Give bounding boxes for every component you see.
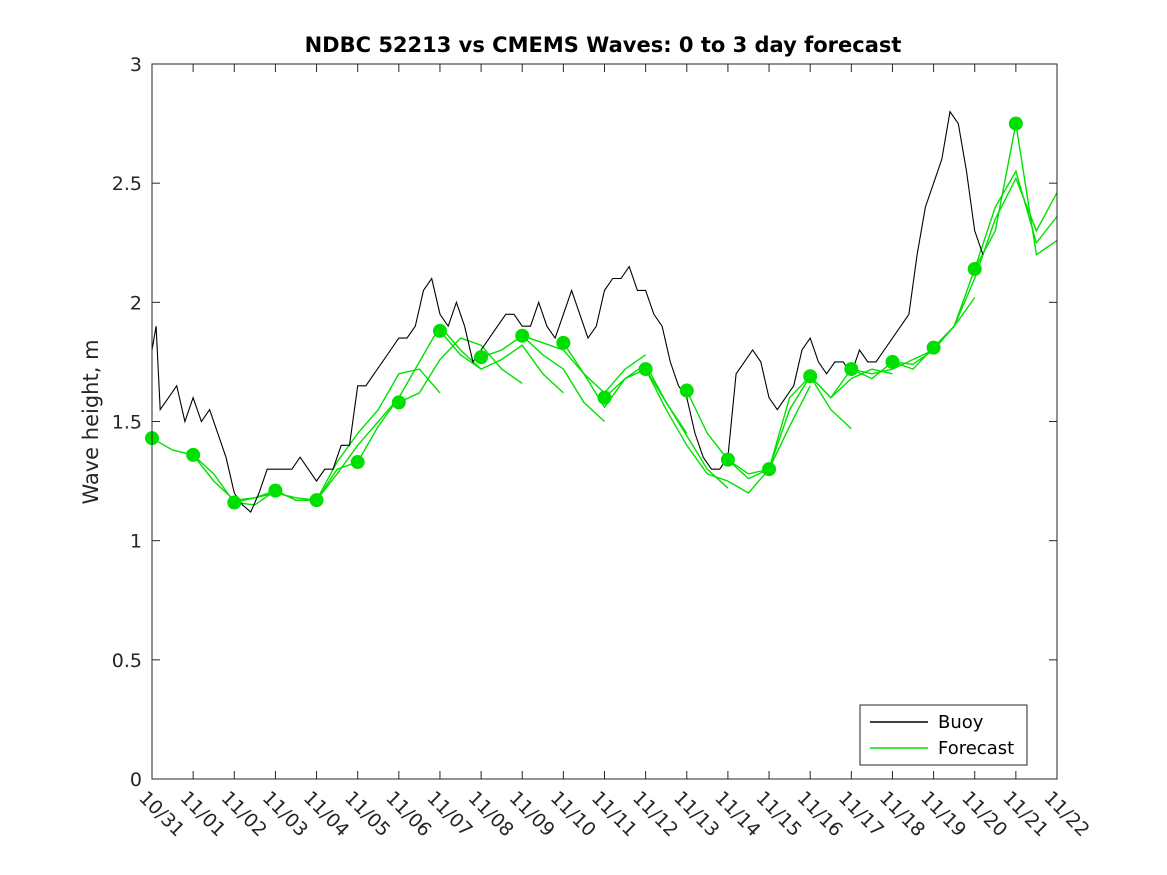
forecast-point bbox=[515, 328, 530, 343]
forecast-run-line bbox=[357, 324, 482, 463]
legend: Buoy Forecast bbox=[859, 704, 1028, 766]
x-tick-label: 11/13 bbox=[669, 787, 723, 841]
x-tick-label: 11/08 bbox=[464, 787, 518, 841]
x-tick-label: 11/03 bbox=[258, 787, 312, 841]
forecast-point bbox=[556, 335, 571, 350]
x-tick-label: 11/10 bbox=[546, 787, 600, 841]
legend-label: Forecast bbox=[938, 738, 1014, 759]
y-tick-label: 0.5 bbox=[112, 650, 142, 672]
forecast-run-line bbox=[809, 349, 934, 399]
legend-box bbox=[859, 704, 1028, 766]
forecast-run-line bbox=[727, 375, 852, 475]
x-tick-label: 11/09 bbox=[505, 787, 559, 841]
forecast-run-line bbox=[604, 368, 729, 489]
forecast-run-line bbox=[480, 334, 605, 423]
forecast-point bbox=[432, 323, 447, 338]
forecast-point bbox=[844, 362, 859, 377]
x-tick-label: 11/15 bbox=[752, 787, 806, 841]
x-tick-label: 11/05 bbox=[340, 787, 394, 841]
forecast-point bbox=[885, 354, 900, 369]
x-tick-label: 11/21 bbox=[998, 787, 1052, 841]
legend-label: Buoy bbox=[938, 712, 984, 733]
forecast-run-line bbox=[644, 368, 770, 494]
forecast-run-line bbox=[398, 337, 523, 404]
x-tick-label: 11/22 bbox=[1039, 787, 1093, 841]
buoy-series-line bbox=[151, 110, 984, 514]
chart-title: NDBC 52213 vs CMEMS Waves: 0 to 3 day fo… bbox=[305, 33, 902, 57]
forecast-point bbox=[967, 261, 982, 276]
y-tick-label: 2.5 bbox=[112, 173, 142, 195]
forecast-point bbox=[720, 452, 735, 467]
x-tick-label: 11/06 bbox=[381, 787, 435, 841]
x-tick-label: 11/14 bbox=[710, 787, 764, 841]
y-axis-label: Wave height, m bbox=[79, 339, 103, 504]
y-tick-label: 1.5 bbox=[112, 412, 142, 434]
forecast-run-line bbox=[439, 330, 564, 394]
forecast-point bbox=[679, 383, 694, 398]
forecast-point bbox=[1008, 116, 1023, 131]
forecast-point bbox=[227, 495, 242, 510]
x-tick-label: 11/17 bbox=[834, 787, 888, 841]
forecast-point bbox=[474, 350, 489, 365]
forecast-point bbox=[186, 447, 201, 462]
x-tick-label: 11/07 bbox=[422, 787, 476, 841]
x-tick-label: 11/16 bbox=[793, 787, 847, 841]
y-tick-label: 0 bbox=[130, 769, 142, 791]
x-tick-label: 10/31 bbox=[134, 787, 188, 841]
forecast-point bbox=[926, 340, 941, 355]
y-tick-label: 3 bbox=[130, 54, 142, 76]
x-tick-label: 11/19 bbox=[916, 787, 970, 841]
forecast-run-line bbox=[234, 461, 358, 504]
x-tick-label: 11/20 bbox=[957, 787, 1011, 841]
forecast-point bbox=[391, 395, 406, 410]
x-tick-label: 11/02 bbox=[217, 787, 271, 841]
x-tick-label: 11/12 bbox=[628, 787, 682, 841]
forecast-point bbox=[803, 369, 818, 384]
forecast-run-line bbox=[275, 397, 400, 501]
forecast-run-line bbox=[933, 169, 1058, 349]
y-tick-label: 1 bbox=[130, 531, 142, 553]
x-tick-label: 11/11 bbox=[587, 787, 641, 841]
forecast-run-line bbox=[151, 437, 276, 506]
plot-area bbox=[145, 64, 1058, 779]
forecast-point bbox=[268, 483, 283, 498]
forecast-point bbox=[350, 455, 365, 470]
forecast-point bbox=[309, 493, 324, 508]
forecast-run-line bbox=[315, 368, 441, 501]
forecast-point bbox=[762, 462, 777, 477]
forecast-point bbox=[597, 390, 612, 405]
x-tick-label: 11/18 bbox=[875, 787, 929, 841]
forecast-point bbox=[638, 362, 653, 377]
forecast-run-line bbox=[686, 385, 811, 480]
x-tick-label: 11/04 bbox=[299, 787, 353, 841]
x-tick-label: 11/01 bbox=[176, 787, 230, 841]
y-tick-label: 2 bbox=[130, 292, 142, 314]
